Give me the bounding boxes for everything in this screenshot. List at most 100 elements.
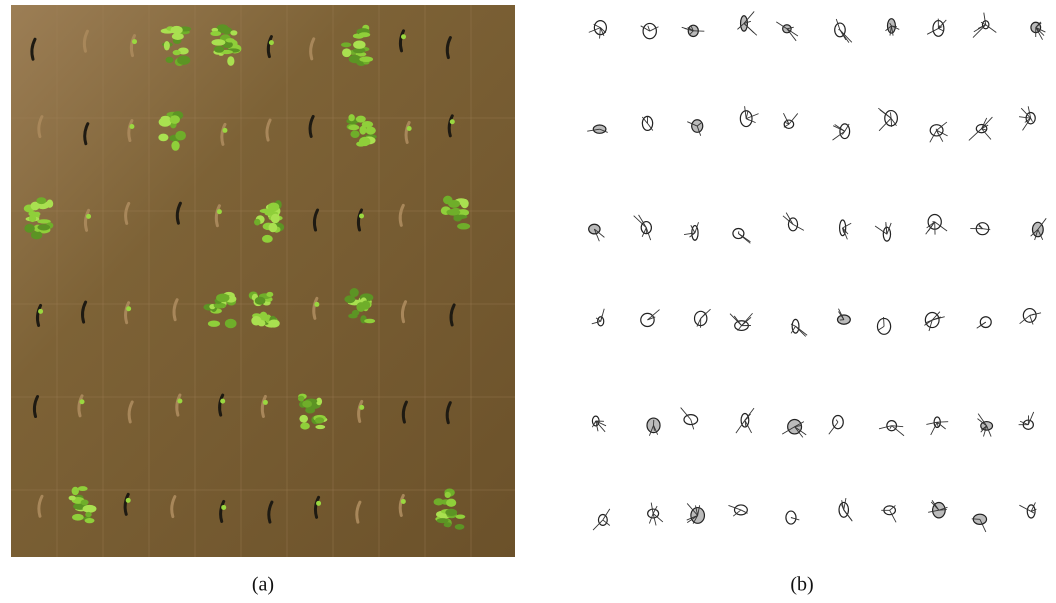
leaf bbox=[446, 499, 456, 507]
leaf bbox=[302, 400, 312, 407]
leaf bbox=[461, 199, 469, 208]
leaf bbox=[38, 309, 43, 314]
leaf bbox=[85, 512, 92, 517]
leaf bbox=[86, 214, 91, 219]
leaf bbox=[263, 400, 268, 405]
leaf bbox=[444, 522, 452, 527]
leaf bbox=[342, 48, 351, 57]
leaf bbox=[34, 212, 40, 216]
leaf bbox=[359, 405, 364, 410]
leaf bbox=[407, 126, 412, 131]
leaf bbox=[344, 295, 355, 303]
leaf bbox=[268, 320, 279, 328]
leaf bbox=[445, 492, 451, 498]
leaf bbox=[448, 200, 460, 208]
leaf bbox=[364, 319, 375, 324]
leaf bbox=[315, 425, 325, 429]
leaf bbox=[214, 303, 226, 309]
leaf bbox=[305, 407, 315, 414]
leaf bbox=[164, 41, 170, 50]
leaf bbox=[227, 56, 234, 66]
leaf bbox=[359, 32, 371, 37]
leaf bbox=[456, 514, 466, 518]
figure: (a) (b) bbox=[0, 0, 1056, 603]
leaf bbox=[300, 422, 310, 429]
leaf bbox=[315, 417, 324, 423]
leaf bbox=[255, 297, 266, 305]
leaf bbox=[365, 127, 375, 135]
leaf bbox=[208, 320, 220, 326]
panel-label: (a) bbox=[252, 574, 274, 596]
leaf bbox=[299, 415, 308, 423]
leaf bbox=[85, 518, 95, 523]
silhouette-stroke bbox=[884, 317, 885, 326]
leaf bbox=[158, 134, 168, 142]
leaf bbox=[314, 302, 319, 307]
leaf bbox=[269, 223, 278, 232]
leaf bbox=[173, 50, 181, 55]
leaf bbox=[210, 31, 221, 36]
leaf bbox=[217, 209, 222, 214]
leaf bbox=[258, 320, 266, 326]
leaf bbox=[177, 55, 190, 64]
leaf bbox=[457, 223, 470, 230]
leaf bbox=[349, 55, 361, 63]
leaf bbox=[78, 486, 88, 491]
leaf bbox=[72, 487, 79, 495]
leaf bbox=[225, 38, 234, 42]
leaf bbox=[29, 215, 36, 222]
leaf bbox=[177, 399, 182, 404]
leaf bbox=[445, 509, 457, 516]
leaf bbox=[230, 30, 237, 35]
leaf bbox=[37, 224, 50, 230]
leaf bbox=[359, 137, 370, 146]
leaf bbox=[359, 56, 373, 62]
leaf bbox=[271, 214, 280, 223]
leaf bbox=[126, 306, 131, 311]
leaf bbox=[353, 41, 365, 49]
leaf bbox=[72, 514, 84, 521]
leaf bbox=[36, 197, 46, 204]
leaf bbox=[129, 124, 134, 129]
leaf bbox=[254, 219, 260, 226]
leaf bbox=[359, 213, 364, 218]
leaf bbox=[362, 121, 373, 128]
leaf bbox=[126, 498, 131, 503]
leaf bbox=[80, 399, 85, 404]
leaf bbox=[220, 399, 225, 404]
leaf bbox=[350, 130, 359, 138]
leaf bbox=[175, 131, 186, 141]
leaf bbox=[222, 128, 227, 133]
leaf bbox=[453, 215, 462, 222]
leaf bbox=[170, 115, 180, 124]
leaf bbox=[132, 39, 137, 44]
leaf bbox=[316, 501, 321, 506]
leaf bbox=[455, 524, 465, 530]
leaf bbox=[159, 117, 172, 126]
leaf bbox=[83, 505, 97, 513]
leaf bbox=[437, 518, 449, 523]
leaf bbox=[171, 26, 183, 34]
silhouette-panel bbox=[560, 5, 1046, 557]
figure-canvas: (a) (b) bbox=[0, 0, 1056, 603]
leaf bbox=[266, 292, 273, 297]
leaf bbox=[446, 209, 460, 216]
leaf bbox=[356, 302, 365, 312]
leaf bbox=[221, 505, 226, 510]
leaf bbox=[216, 294, 229, 303]
leaf bbox=[348, 114, 354, 121]
leaf bbox=[81, 500, 89, 506]
leaf bbox=[262, 235, 273, 243]
leaf bbox=[211, 39, 225, 46]
leaf bbox=[450, 119, 455, 124]
leaf bbox=[348, 125, 359, 130]
leaf bbox=[166, 57, 174, 63]
leaf bbox=[225, 319, 237, 329]
leaf bbox=[214, 46, 224, 53]
leaf bbox=[171, 141, 179, 151]
panel-label: (b) bbox=[790, 574, 813, 596]
leaf bbox=[269, 40, 274, 45]
leaf bbox=[353, 34, 359, 38]
leaf bbox=[31, 231, 42, 239]
render-panel bbox=[11, 5, 515, 557]
